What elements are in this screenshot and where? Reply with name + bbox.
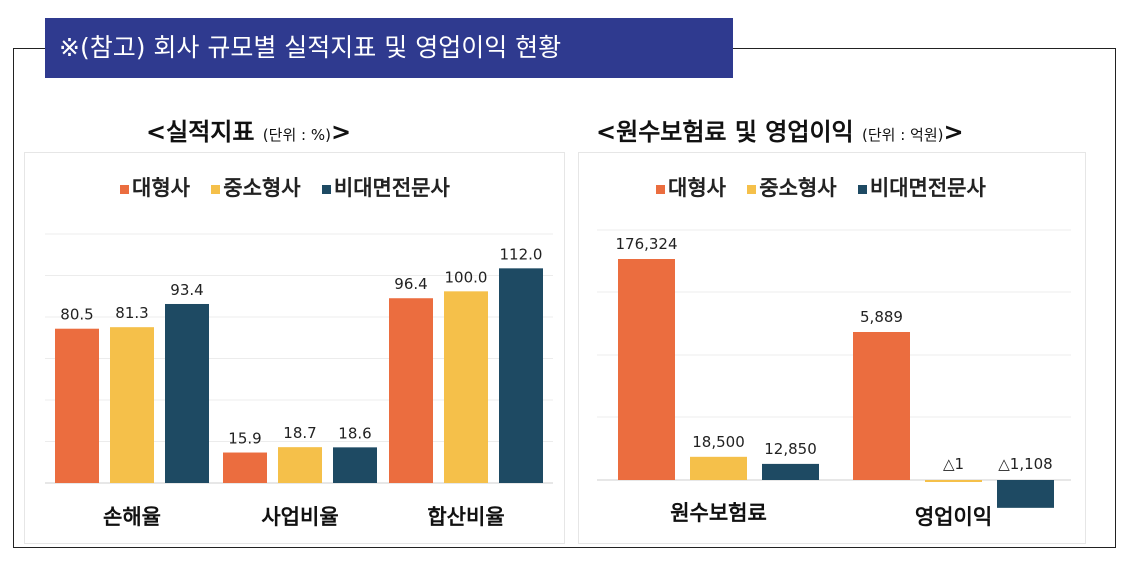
- right-bar-1-0: [690, 456, 747, 480]
- left-chart-title-text: <실적지표: [146, 118, 255, 146]
- left-bar-1-1: [278, 447, 322, 483]
- legend-label-large-r: 대형사: [668, 176, 726, 200]
- legend-swatch-large-r: [656, 184, 665, 194]
- legend-item-nonface-r: 비대면전문사: [857, 176, 986, 200]
- right-bar-2-0: [762, 463, 819, 480]
- legend-swatch-large: [120, 184, 129, 194]
- left-bar-label: 100.0: [445, 268, 488, 286]
- right-category-label: 영업이익: [915, 505, 992, 529]
- right-chart-unit: (단위 : 억원): [861, 126, 944, 144]
- left-bar-label: 81.3: [115, 304, 148, 322]
- legend-swatch-smallmid-r: [747, 184, 757, 194]
- left-bar-label: 96.4: [394, 275, 427, 293]
- right-bar-label: 18,500: [692, 433, 745, 451]
- left-bar-2-0: [165, 303, 209, 483]
- legend-item-smallmid: 중소형사: [211, 176, 301, 200]
- left-bar-label: 15.9: [228, 430, 261, 448]
- right-chart-title: <원수보험료 및 영업이익 (단위 : 억원)>: [596, 112, 964, 152]
- right-category-label: 원수보험료: [670, 501, 767, 525]
- header-title: ※(참고) 회사 규모별 실적지표 및 영업이익 현황: [45, 18, 733, 78]
- left-bar-0-0: [55, 328, 99, 483]
- legend-label-nonface: 비대면전문사: [333, 176, 450, 200]
- right-bar-0-0: [618, 259, 675, 480]
- right-chart-title-suffix: >: [943, 118, 964, 146]
- legend-item-large-r: 대형사: [656, 176, 726, 200]
- left-bar-label: 80.5: [60, 306, 93, 324]
- right-bar-label: 176,324: [615, 235, 677, 253]
- right-bar-0-1: [853, 332, 910, 480]
- left-bar-label: 18.7: [283, 424, 316, 442]
- right-bar-label: △1: [943, 455, 964, 473]
- left-bar-0-1: [223, 452, 267, 483]
- left-bar-label: 112.0: [500, 245, 543, 263]
- right-bar-label: 5,889: [860, 308, 903, 326]
- right-bar-label: △1,108: [998, 455, 1052, 473]
- legend-label-large: 대형사: [132, 176, 190, 200]
- legend-label-nonface-r: 비대면전문사: [869, 176, 986, 200]
- legend-swatch-smallmid: [211, 184, 221, 194]
- left-category-label: 손해율: [103, 505, 161, 529]
- left-bar-0-2: [389, 298, 433, 483]
- left-bar-1-2: [444, 291, 488, 483]
- left-legend: 대형사 중소형사 비대면전문사: [120, 170, 464, 206]
- left-chart-unit: (단위 : %): [262, 126, 331, 144]
- left-chart-title-suffix: >: [330, 118, 352, 146]
- left-category-label: 합산비율: [427, 505, 504, 529]
- legend-item-smallmid-r: 중소형사: [747, 176, 837, 200]
- right-bar-label: 12,850: [764, 440, 817, 458]
- right-legend: 대형사 중소형사 비대면전문사: [656, 170, 1000, 206]
- left-bar-label: 18.6: [338, 424, 371, 442]
- left-bar-2-1: [333, 447, 377, 483]
- legend-item-nonface: 비대면전문사: [321, 176, 450, 200]
- left-bar-2-2: [499, 268, 543, 483]
- left-category-label: 사업비율: [261, 505, 338, 529]
- legend-label-smallmid: 중소형사: [223, 176, 301, 200]
- legend-swatch-nonface: [321, 184, 331, 194]
- right-bar-2-1: [997, 480, 1054, 508]
- right-chart-title-text: <원수보험료 및 영업이익: [596, 118, 854, 146]
- left-bar-1-0: [110, 327, 154, 483]
- legend-swatch-nonface-r: [857, 184, 867, 194]
- left-bar-label: 93.4: [170, 281, 203, 299]
- left-chart-title: <실적지표 (단위 : %)>: [146, 112, 351, 152]
- legend-label-smallmid-r: 중소형사: [759, 176, 837, 200]
- legend-item-large: 대형사: [120, 176, 190, 200]
- right-bar-1-1: [925, 480, 982, 482]
